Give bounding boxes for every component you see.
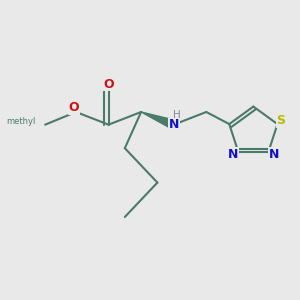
Text: N: N [268, 148, 279, 161]
Text: O: O [69, 101, 80, 114]
Polygon shape [141, 112, 176, 129]
Text: H: H [173, 110, 181, 119]
Text: methyl: methyl [7, 117, 36, 126]
Text: O: O [103, 78, 114, 91]
Text: S: S [277, 114, 286, 127]
Text: N: N [228, 148, 238, 161]
Text: N: N [169, 118, 179, 131]
